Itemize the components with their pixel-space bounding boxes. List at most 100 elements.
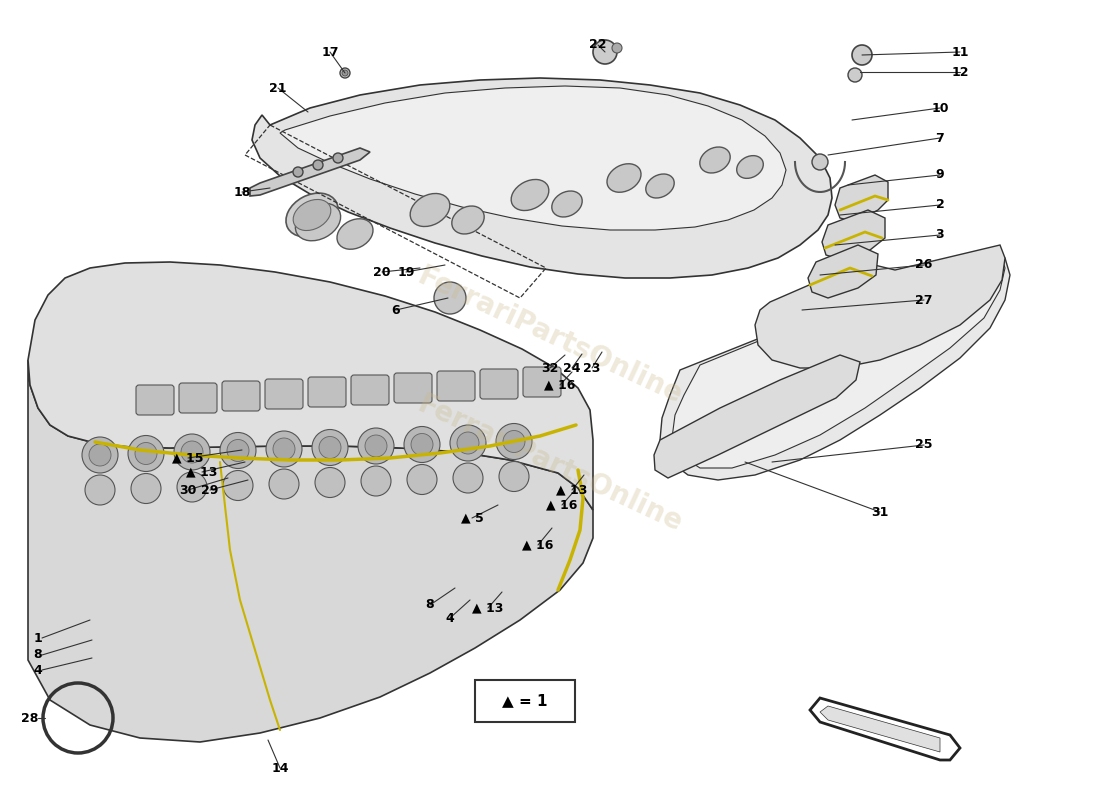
FancyBboxPatch shape — [475, 680, 575, 722]
Text: 22: 22 — [590, 38, 607, 51]
Text: 19: 19 — [397, 266, 415, 278]
Circle shape — [361, 466, 390, 496]
Text: 29: 29 — [201, 483, 219, 497]
Text: ▲ 5: ▲ 5 — [461, 511, 483, 525]
Text: 3: 3 — [936, 229, 944, 242]
Text: 2: 2 — [936, 198, 945, 211]
Circle shape — [315, 467, 345, 498]
Circle shape — [266, 431, 302, 467]
Circle shape — [135, 442, 157, 465]
Circle shape — [340, 68, 350, 78]
Circle shape — [333, 153, 343, 163]
Polygon shape — [28, 360, 593, 742]
Text: ▲ 16: ▲ 16 — [522, 538, 553, 551]
Text: 8: 8 — [33, 649, 42, 662]
Circle shape — [273, 438, 295, 460]
Circle shape — [319, 437, 341, 458]
Circle shape — [131, 474, 161, 503]
Circle shape — [593, 40, 617, 64]
FancyBboxPatch shape — [480, 369, 518, 399]
Ellipse shape — [700, 147, 730, 173]
Circle shape — [852, 45, 872, 65]
Polygon shape — [820, 706, 940, 752]
Polygon shape — [835, 175, 888, 222]
Circle shape — [848, 68, 862, 82]
Text: 30: 30 — [179, 483, 197, 497]
Text: 31: 31 — [871, 506, 889, 518]
Ellipse shape — [552, 191, 582, 217]
Circle shape — [365, 435, 387, 457]
Circle shape — [453, 463, 483, 493]
Text: 21: 21 — [270, 82, 287, 94]
Text: 14: 14 — [272, 762, 288, 774]
Circle shape — [174, 434, 210, 470]
Text: 8: 8 — [426, 598, 434, 611]
Text: 10: 10 — [932, 102, 948, 114]
Circle shape — [503, 430, 525, 453]
Circle shape — [89, 444, 111, 466]
Ellipse shape — [337, 218, 373, 250]
Text: 1: 1 — [33, 631, 42, 645]
Circle shape — [612, 43, 621, 53]
Text: 4: 4 — [446, 611, 454, 625]
FancyBboxPatch shape — [522, 367, 561, 397]
FancyBboxPatch shape — [179, 383, 217, 413]
Circle shape — [407, 465, 437, 494]
Ellipse shape — [737, 156, 763, 178]
Circle shape — [182, 441, 204, 463]
Circle shape — [85, 475, 116, 505]
Ellipse shape — [512, 179, 549, 210]
Text: 25: 25 — [915, 438, 933, 451]
Polygon shape — [654, 355, 860, 478]
Text: 9: 9 — [936, 169, 944, 182]
Text: 26: 26 — [915, 258, 933, 271]
Circle shape — [456, 432, 478, 454]
Polygon shape — [672, 258, 1005, 468]
FancyBboxPatch shape — [437, 371, 475, 401]
Circle shape — [270, 469, 299, 499]
Text: 23: 23 — [583, 362, 601, 374]
Text: ▲ 16: ▲ 16 — [547, 498, 578, 511]
Ellipse shape — [410, 194, 450, 226]
Text: FerrariPartsOnline: FerrariPartsOnline — [414, 262, 686, 410]
Circle shape — [812, 154, 828, 170]
Text: 28: 28 — [21, 711, 38, 725]
Text: 6: 6 — [392, 303, 400, 317]
Circle shape — [499, 462, 529, 491]
Polygon shape — [755, 245, 1005, 368]
FancyBboxPatch shape — [394, 373, 432, 403]
Text: 11: 11 — [952, 46, 969, 58]
Circle shape — [496, 423, 532, 459]
Text: 24: 24 — [563, 362, 581, 374]
Text: ▲ 15: ▲ 15 — [173, 451, 204, 465]
Circle shape — [177, 472, 207, 502]
Polygon shape — [280, 86, 786, 230]
Polygon shape — [810, 698, 960, 760]
Text: 32: 32 — [541, 362, 559, 374]
Polygon shape — [252, 78, 832, 278]
Text: 20: 20 — [373, 266, 390, 278]
Text: ▲ 13: ▲ 13 — [557, 483, 587, 497]
Circle shape — [223, 470, 253, 501]
Circle shape — [128, 435, 164, 471]
Polygon shape — [660, 258, 1010, 480]
Ellipse shape — [607, 164, 641, 192]
Circle shape — [434, 282, 466, 314]
FancyBboxPatch shape — [308, 377, 346, 407]
Circle shape — [82, 437, 118, 473]
Ellipse shape — [296, 203, 341, 241]
Polygon shape — [822, 210, 886, 260]
Circle shape — [314, 160, 323, 170]
Text: ▲ 16: ▲ 16 — [544, 378, 575, 391]
Circle shape — [411, 434, 433, 455]
Text: ▲ = 1: ▲ = 1 — [503, 694, 548, 709]
Polygon shape — [808, 245, 878, 298]
Circle shape — [220, 433, 256, 469]
Ellipse shape — [286, 193, 338, 237]
Text: ▲ 13: ▲ 13 — [186, 466, 218, 478]
Text: 12: 12 — [952, 66, 969, 78]
Text: ▲ 13: ▲ 13 — [472, 602, 504, 614]
Circle shape — [293, 167, 303, 177]
Ellipse shape — [452, 206, 484, 234]
Text: 27: 27 — [915, 294, 933, 306]
